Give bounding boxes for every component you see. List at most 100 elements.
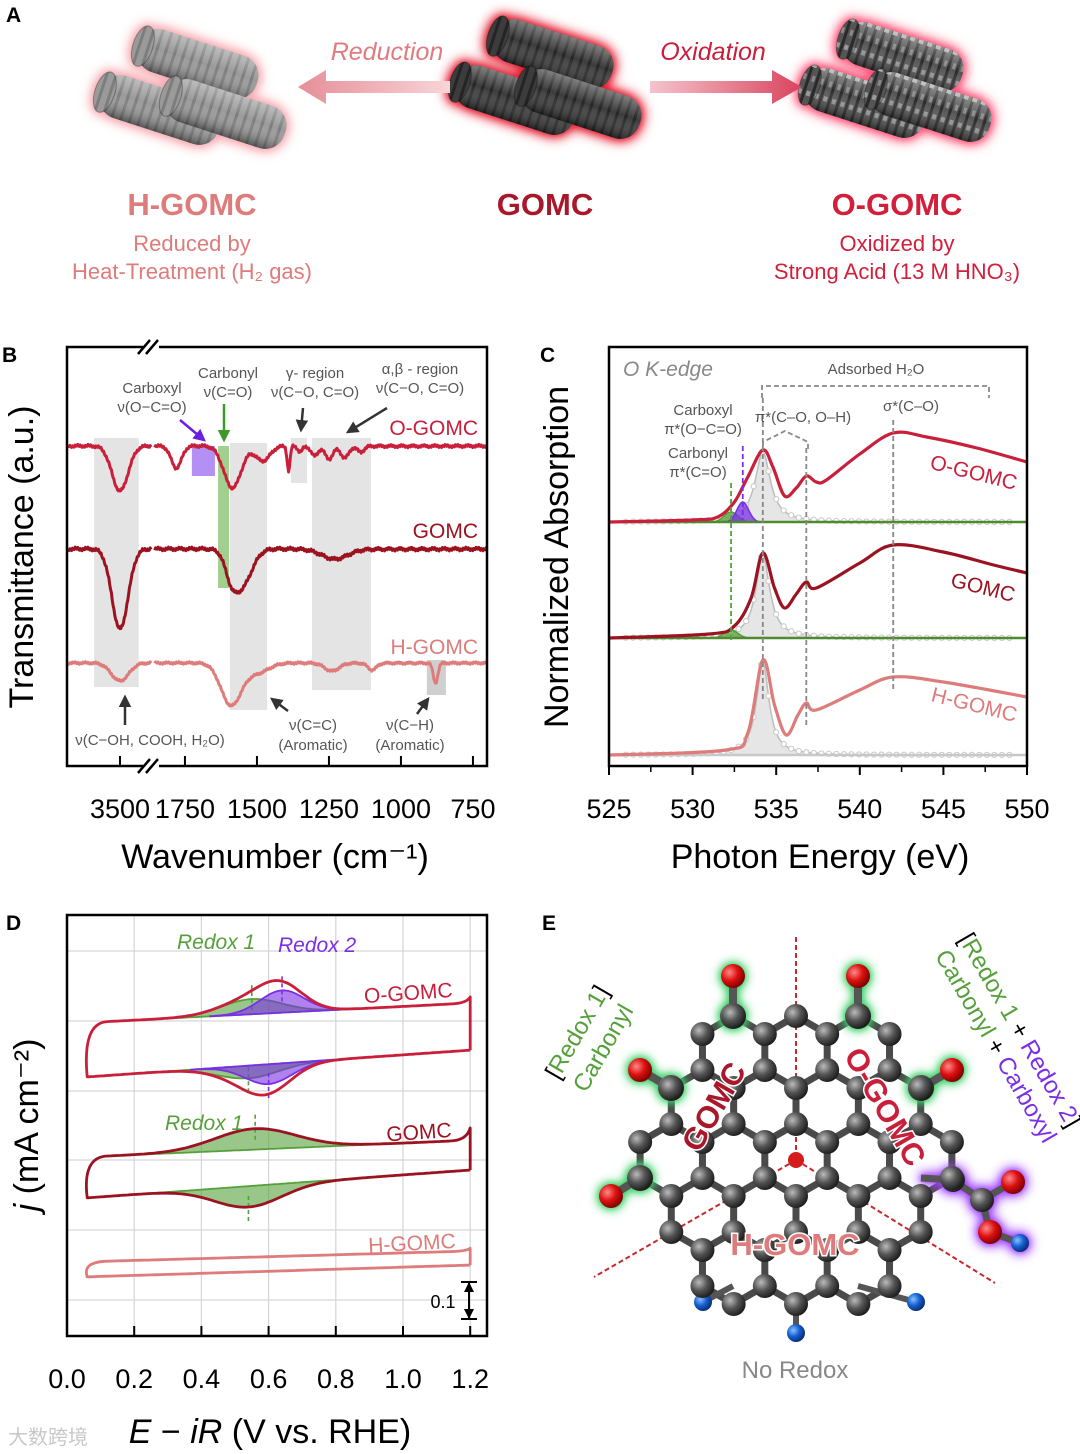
tick-label: 1.2 bbox=[451, 1364, 489, 1394]
carbon-atom bbox=[846, 1004, 871, 1028]
oxygen-atom bbox=[721, 964, 745, 988]
x-axis-label: Wavenumber (cm⁻¹) bbox=[121, 838, 429, 876]
arrow-icon bbox=[415, 696, 430, 715]
carbon-atom bbox=[877, 1022, 902, 1046]
carbon-atom bbox=[815, 1022, 840, 1046]
annotation-text: Carboxyl bbox=[673, 402, 732, 419]
spectrum-gomc bbox=[608, 543, 1028, 640]
cylinder-end-cap bbox=[447, 61, 472, 103]
annotation-cc: ν(C=C) (Aromatic) bbox=[270, 697, 348, 754]
carbon-atom bbox=[721, 1292, 746, 1316]
bracket-adsorbed-water bbox=[761, 385, 990, 398]
fit-data-point bbox=[735, 625, 742, 633]
carbon-atom bbox=[815, 1058, 840, 1082]
fit-data-point bbox=[795, 514, 802, 521]
panel-c: C 525 530 535 540 545 550 O K-edge Adsorbed H… bbox=[538, 344, 1050, 876]
tick-label: 535 bbox=[754, 794, 799, 824]
no-redox-label: No Redox bbox=[742, 1357, 849, 1384]
annotation-text: ν(C−O, C=O) bbox=[271, 384, 359, 401]
trace-layer bbox=[66, 442, 489, 708]
y-axis-label: Transmittance (a.u.) bbox=[3, 406, 41, 709]
carbon-atom bbox=[752, 1058, 777, 1082]
y-axis-label-unit: (mA cm⁻²) bbox=[8, 1039, 46, 1204]
x-axis-label-minus: − bbox=[151, 1413, 190, 1451]
trace-gomc bbox=[153, 545, 489, 595]
annotation-text: Carbonyl bbox=[668, 445, 728, 462]
cylinder-shading bbox=[137, 29, 259, 99]
carbon-atom bbox=[877, 1274, 902, 1298]
trace-h-gomc bbox=[67, 660, 153, 683]
cylinder-shading bbox=[165, 79, 287, 149]
oxygen-atom bbox=[628, 1058, 652, 1082]
cylinder bbox=[863, 68, 992, 142]
left-arrow-icon bbox=[298, 70, 450, 104]
band-carboxyl bbox=[191, 446, 215, 476]
scale-bar-value: 0.1 bbox=[430, 1292, 455, 1312]
cylinder-end-cap bbox=[485, 15, 510, 57]
carbon-atom bbox=[784, 1292, 808, 1316]
arrow-icon bbox=[179, 419, 206, 442]
fit-data-point bbox=[773, 495, 780, 503]
tick-label: 1750 bbox=[155, 794, 215, 824]
annotation-carboxyl: Carboxyl ν(O−C=O) bbox=[117, 380, 206, 442]
plot-frame bbox=[65, 913, 489, 1338]
fit-data-point bbox=[780, 507, 787, 514]
cylinder-end-cap bbox=[863, 68, 888, 110]
annotation-gamma: γ- region ν(C−O, C=O) bbox=[271, 365, 359, 433]
tick-label: 540 bbox=[837, 794, 882, 824]
fit-data-point bbox=[750, 483, 757, 490]
hydrogen-atom bbox=[1011, 1234, 1029, 1252]
fit-data-point bbox=[743, 617, 750, 625]
carbon-atom bbox=[815, 1274, 840, 1298]
trace-o-gomc bbox=[67, 442, 153, 493]
carbon-atom bbox=[908, 1220, 933, 1244]
band-carbonyl bbox=[218, 446, 230, 588]
carbon-atom bbox=[784, 1004, 808, 1028]
annotation-oh: ν(C−OH, COOH, H₂O) bbox=[75, 694, 225, 749]
annotation-text: ν(C=C) bbox=[289, 717, 337, 734]
carbon-atom bbox=[752, 1166, 777, 1190]
carbon-bundles bbox=[92, 15, 992, 149]
fit-data-point bbox=[773, 729, 780, 736]
tick-label: 0.8 bbox=[317, 1364, 355, 1394]
trace-label-gomc: GOMC bbox=[948, 569, 1017, 607]
carbon-atom bbox=[721, 1112, 746, 1136]
carbon-atom bbox=[690, 1238, 715, 1262]
oxygen-atom bbox=[1001, 1170, 1025, 1194]
carbon-atom bbox=[690, 1130, 715, 1154]
tick-label: 750 bbox=[450, 794, 495, 824]
cylinder-shading bbox=[492, 19, 614, 89]
carbon-atom bbox=[846, 1184, 871, 1208]
cylinder-end-cap bbox=[797, 64, 822, 106]
annotation-text: π*(C=O) bbox=[669, 464, 726, 481]
carbon-atom bbox=[939, 1166, 964, 1190]
tick-label: 550 bbox=[1004, 794, 1049, 824]
cylinder-shading bbox=[520, 69, 642, 139]
oxidation-label: Oxidation bbox=[660, 38, 766, 66]
label-redox-2: Redox 2 bbox=[278, 934, 357, 957]
panel-label-a: A bbox=[6, 4, 21, 27]
x-axis-label: E − iR (V vs. RHE) bbox=[129, 1413, 411, 1451]
scale-bar: 0.1 bbox=[430, 1281, 477, 1320]
fit-data-point bbox=[788, 512, 795, 519]
annotation-text: Carbonyl bbox=[198, 365, 258, 382]
right-arrow-icon bbox=[650, 70, 802, 104]
x-axis-label: Photon Energy (eV) bbox=[671, 838, 970, 876]
cylinder bbox=[158, 75, 287, 149]
carbon-atom bbox=[877, 1130, 902, 1154]
carbon-atom bbox=[752, 1022, 777, 1046]
hydrogen-atom bbox=[907, 1293, 925, 1311]
oxygen-atom bbox=[940, 1058, 964, 1082]
h-gomc-title: H-GOMC bbox=[127, 187, 256, 222]
inset-label: O K-edge bbox=[623, 358, 713, 381]
fit-data-point bbox=[780, 623, 787, 630]
cv-loop-gomc bbox=[85, 1126, 472, 1209]
cylinder bbox=[130, 25, 259, 99]
carbon-atom bbox=[628, 1130, 653, 1154]
oxygen-atom bbox=[846, 964, 870, 988]
annotation-alpha-beta: α,β - region ν(C−O, C=O) bbox=[345, 361, 464, 434]
trace-label-h-gomc: H-GOMC bbox=[391, 636, 479, 659]
x-axis-ticks: 3500 1750 1500 1250 1000 750 bbox=[90, 756, 495, 824]
carbon-atom bbox=[659, 1184, 684, 1208]
annotation-carbonyl: Carbonyl ν(C=O) bbox=[198, 365, 258, 443]
